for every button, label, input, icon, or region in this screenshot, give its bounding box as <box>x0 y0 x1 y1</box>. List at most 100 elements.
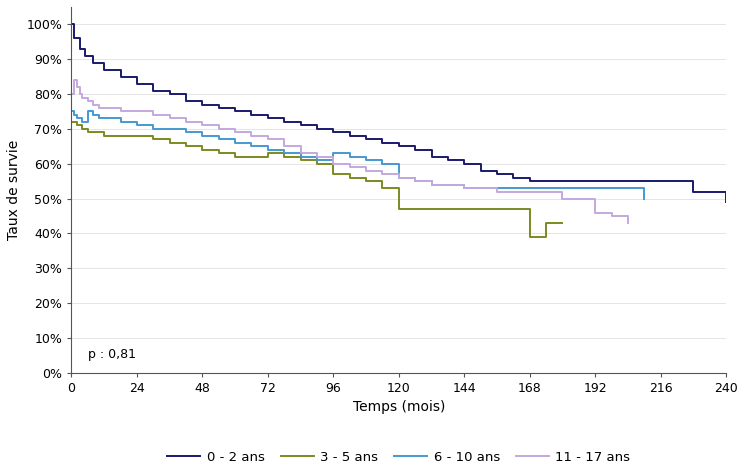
6 - 10 ans <box>312 158 321 163</box>
0 - 2 ans <box>215 105 223 111</box>
3 - 5 ans <box>133 133 142 139</box>
X-axis label: Temps (mois): Temps (mois) <box>352 400 445 414</box>
6 - 10 ans <box>133 123 142 128</box>
0 - 2 ans <box>329 130 337 135</box>
11 - 17 ans <box>182 119 191 125</box>
6 - 10 ans <box>279 151 288 156</box>
3 - 5 ans <box>215 151 223 156</box>
3 - 5 ans <box>77 126 86 132</box>
3 - 5 ans <box>83 130 92 135</box>
11 - 17 ans <box>116 109 125 114</box>
11 - 17 ans <box>215 126 223 132</box>
3 - 5 ans <box>182 144 191 149</box>
11 - 17 ans <box>345 164 354 170</box>
11 - 17 ans <box>89 102 98 107</box>
6 - 10 ans <box>182 130 191 135</box>
11 - 17 ans <box>231 130 240 135</box>
3 - 5 ans <box>427 206 436 212</box>
6 - 10 ans <box>215 137 223 142</box>
3 - 5 ans <box>542 220 551 226</box>
0 - 2 ans <box>312 126 321 132</box>
3 - 5 ans <box>558 220 567 226</box>
11 - 17 ans <box>77 95 86 100</box>
6 - 10 ans <box>378 161 387 166</box>
11 - 17 ans <box>525 189 534 194</box>
0 - 2 ans <box>460 161 469 166</box>
3 - 5 ans <box>394 206 403 212</box>
0 - 2 ans <box>247 112 256 118</box>
11 - 17 ans <box>72 84 81 90</box>
Line: 6 - 10 ans: 6 - 10 ans <box>72 111 644 199</box>
3 - 5 ans <box>165 140 174 146</box>
3 - 5 ans <box>100 133 109 139</box>
6 - 10 ans <box>640 196 649 201</box>
0 - 2 ans <box>722 199 731 205</box>
0 - 2 ans <box>427 154 436 159</box>
3 - 5 ans <box>492 206 501 212</box>
3 - 5 ans <box>460 206 469 212</box>
Legend: 0 - 2 ans, 3 - 5 ans, 6 - 10 ans, 11 - 17 ans: 0 - 2 ans, 3 - 5 ans, 6 - 10 ans, 11 - 1… <box>162 445 635 466</box>
3 - 5 ans <box>296 158 305 163</box>
11 - 17 ans <box>149 112 158 118</box>
Y-axis label: Taux de survie: Taux de survie <box>7 140 21 240</box>
6 - 10 ans <box>72 116 81 121</box>
0 - 2 ans <box>116 74 125 79</box>
0 - 2 ans <box>75 46 84 52</box>
6 - 10 ans <box>264 147 273 152</box>
0 - 2 ans <box>509 175 518 180</box>
0 - 2 ans <box>525 178 534 184</box>
3 - 5 ans <box>279 154 288 159</box>
6 - 10 ans <box>89 112 98 118</box>
6 - 10 ans <box>67 109 76 114</box>
3 - 5 ans <box>329 171 337 177</box>
0 - 2 ans <box>89 60 98 66</box>
6 - 10 ans <box>83 109 92 114</box>
6 - 10 ans <box>410 178 419 184</box>
6 - 10 ans <box>70 112 79 118</box>
0 - 2 ans <box>264 116 273 121</box>
0 - 2 ans <box>149 88 158 93</box>
0 - 2 ans <box>345 133 354 139</box>
0 - 2 ans <box>67 21 76 27</box>
11 - 17 ans <box>100 105 109 111</box>
0 - 2 ans <box>182 98 191 104</box>
6 - 10 ans <box>427 182 436 187</box>
11 - 17 ans <box>70 77 79 83</box>
0 - 2 ans <box>100 67 109 72</box>
11 - 17 ans <box>492 189 501 194</box>
6 - 10 ans <box>329 151 337 156</box>
3 - 5 ans <box>231 154 240 159</box>
0 - 2 ans <box>624 178 633 184</box>
11 - 17 ans <box>558 196 567 201</box>
0 - 2 ans <box>279 119 288 125</box>
0 - 2 ans <box>80 53 89 59</box>
11 - 17 ans <box>607 213 616 219</box>
11 - 17 ans <box>264 137 273 142</box>
0 - 2 ans <box>165 91 174 97</box>
6 - 10 ans <box>492 185 501 191</box>
11 - 17 ans <box>312 154 321 159</box>
Text: p : 0,81: p : 0,81 <box>88 348 136 361</box>
0 - 2 ans <box>476 168 485 173</box>
3 - 5 ans <box>264 151 273 156</box>
6 - 10 ans <box>247 144 256 149</box>
6 - 10 ans <box>94 116 103 121</box>
0 - 2 ans <box>70 35 79 41</box>
6 - 10 ans <box>361 158 370 163</box>
11 - 17 ans <box>361 168 370 173</box>
6 - 10 ans <box>591 185 600 191</box>
3 - 5 ans <box>116 133 125 139</box>
3 - 5 ans <box>198 147 207 152</box>
0 - 2 ans <box>231 109 240 114</box>
0 - 2 ans <box>558 178 567 184</box>
11 - 17 ans <box>75 91 84 97</box>
0 - 2 ans <box>394 144 403 149</box>
6 - 10 ans <box>165 126 174 132</box>
6 - 10 ans <box>231 140 240 146</box>
0 - 2 ans <box>689 189 698 194</box>
3 - 5 ans <box>345 175 354 180</box>
11 - 17 ans <box>279 144 288 149</box>
11 - 17 ans <box>296 151 305 156</box>
Line: 0 - 2 ans: 0 - 2 ans <box>72 24 726 202</box>
11 - 17 ans <box>624 220 633 226</box>
